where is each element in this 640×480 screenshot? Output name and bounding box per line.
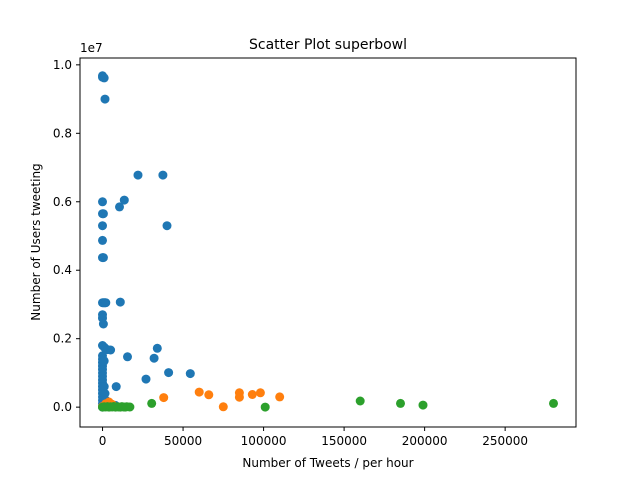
data-point-s0-10 (98, 253, 108, 263)
data-point-s0-57 (141, 374, 151, 384)
data-point-s2-19 (355, 396, 365, 406)
data-point-s0-7 (98, 221, 107, 231)
y-tick-label: 0.8 (53, 126, 72, 140)
data-point-s0-49 (162, 221, 172, 231)
x-axis-ticks: 0 50000 100000 150000 200000 250000 (99, 427, 528, 448)
data-point-s0-2 (99, 73, 109, 83)
data-point-s0-8 (98, 235, 107, 245)
data-point-s1-5 (194, 387, 204, 397)
data-point-s0-6 (98, 209, 108, 219)
data-point-s2-22 (549, 398, 558, 408)
x-tick-label: 200000 (402, 434, 448, 448)
x-axis-label: Number of Tweets / per hour (242, 456, 413, 470)
data-point-s0-52 (152, 343, 162, 353)
data-point-s1-12 (275, 392, 285, 402)
data-point-s0-4 (98, 197, 107, 207)
data-point-s0-46 (158, 170, 168, 180)
data-point-s1-9 (234, 392, 244, 402)
data-point-s2-18 (260, 402, 270, 412)
plot-frame (79, 57, 577, 428)
y-tick-label: 0.6 (53, 195, 72, 209)
data-point-s0-56 (111, 382, 121, 392)
data-point-s1-6 (204, 390, 214, 400)
data-point-s0-42 (100, 389, 110, 398)
x-tick-label: 0 (99, 434, 107, 448)
data-point-s0-41 (99, 382, 109, 392)
y-tick-label: 0.0 (53, 400, 72, 414)
data-point-s1-10 (247, 390, 257, 399)
y-axis-ticks: 0.0 0.2 0.4 0.6 0.8 1.0 (53, 58, 80, 414)
x-tick-label: 50000 (164, 434, 202, 448)
y-tick-label: 0.4 (53, 263, 72, 277)
y-axis-label: Number of Users tweeting (29, 163, 43, 320)
data-point-s0-47 (119, 195, 129, 205)
data-point-s2-20 (396, 398, 405, 408)
data-point-s0-23 (106, 345, 116, 355)
data-point-s1-4 (159, 393, 169, 403)
y-tick-label: 1.0 (53, 58, 72, 72)
data-point-s0-54 (164, 368, 174, 378)
data-point-s0-45 (133, 170, 143, 180)
y-axis-multiplier: 1e7 (80, 41, 103, 55)
x-tick-label: 100000 (241, 434, 287, 448)
data-point-s0-55 (185, 369, 195, 379)
data-point-s2-16 (125, 402, 135, 412)
data-point-s2-17 (147, 398, 157, 408)
data-point-s0-40 (99, 356, 109, 366)
data-point-s0-48 (115, 202, 124, 212)
data-points (98, 71, 558, 412)
y-tick-label: 0.2 (53, 332, 72, 346)
data-point-s0-53 (149, 353, 159, 363)
data-point-s1-7 (218, 402, 228, 412)
x-tick-label: 150000 (321, 434, 367, 448)
data-point-s0-50 (115, 297, 125, 307)
data-point-s1-11 (255, 388, 265, 398)
chart-title: Scatter Plot superbowl (249, 37, 407, 53)
data-point-s0-3 (100, 94, 110, 104)
data-point-s0-51 (123, 352, 132, 362)
data-point-s0-18 (98, 319, 108, 329)
data-point-s0-15 (101, 298, 111, 308)
data-point-s2-21 (418, 400, 428, 410)
x-tick-label: 250000 (482, 434, 528, 448)
